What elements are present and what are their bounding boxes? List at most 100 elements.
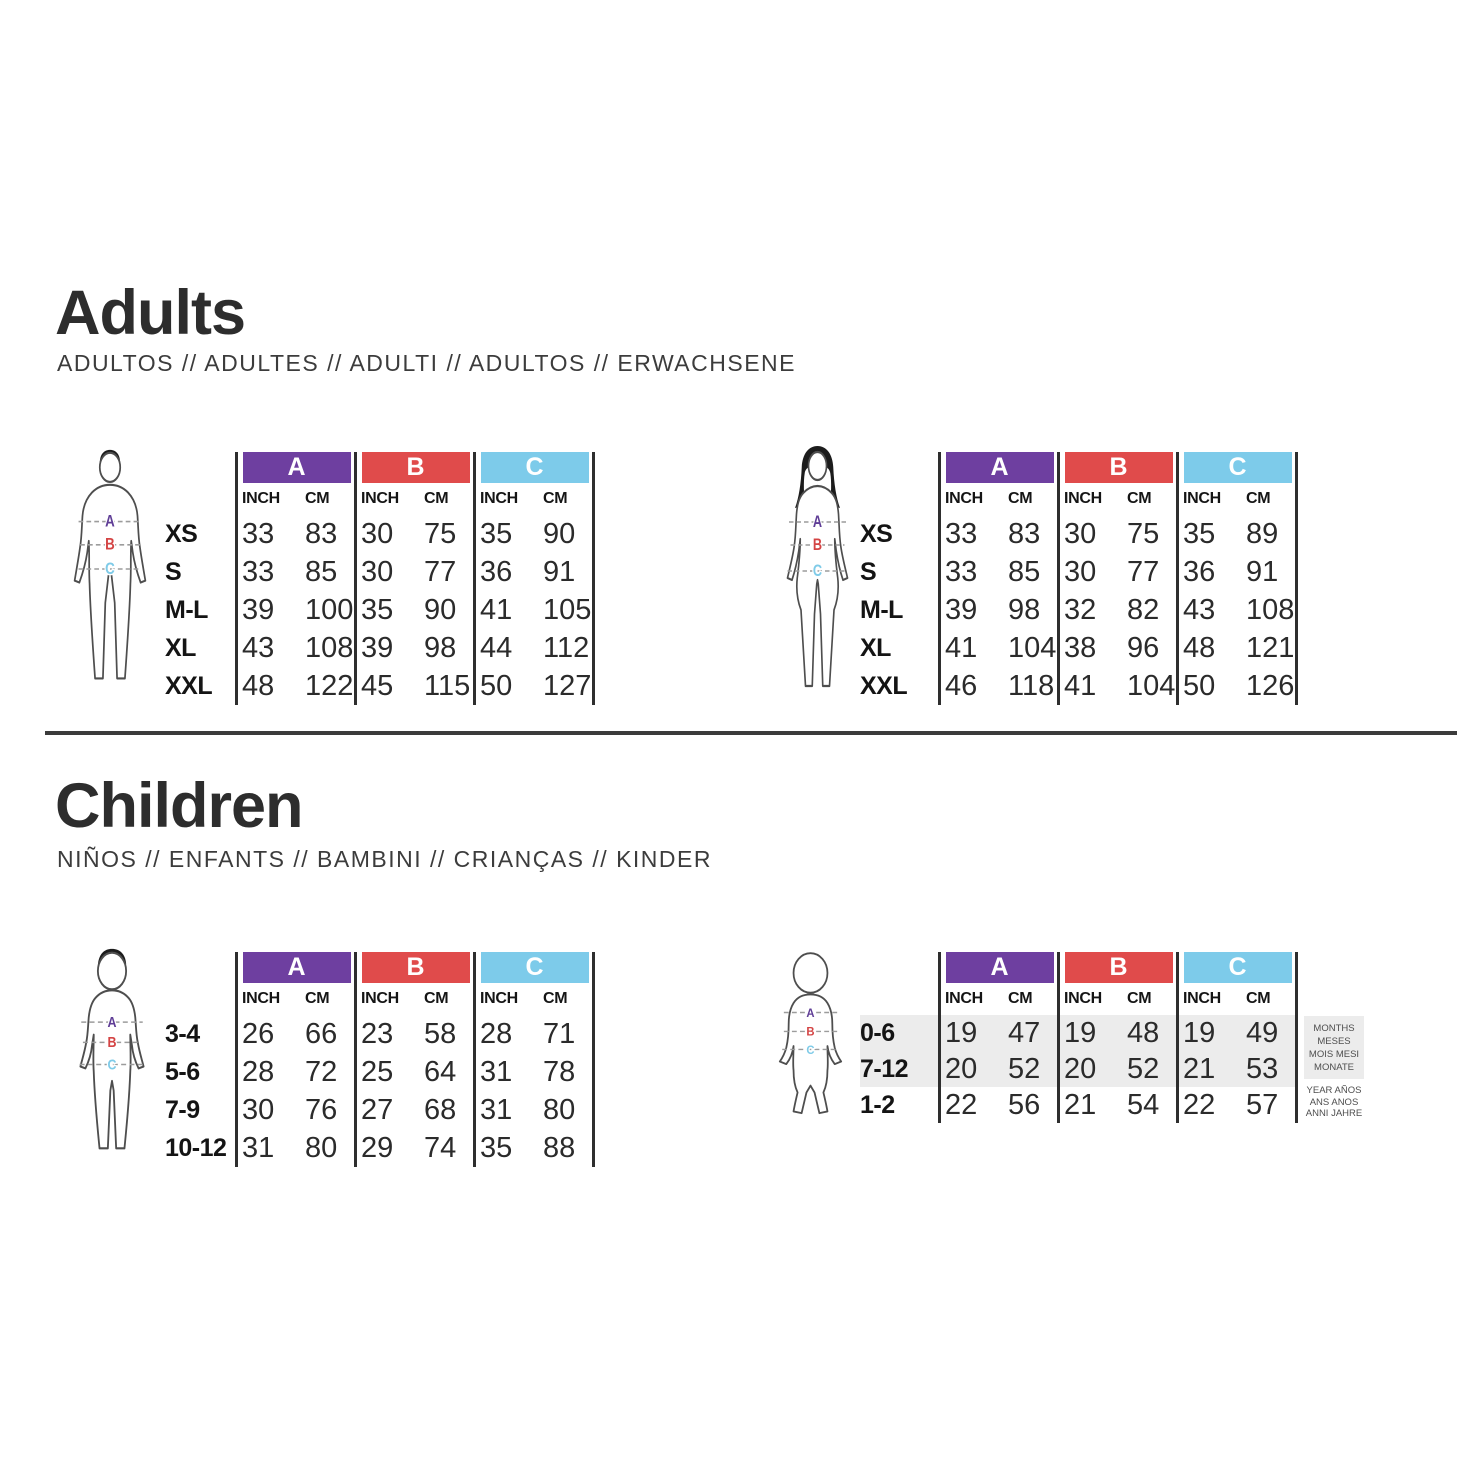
size-value-cell: 89 <box>1246 517 1279 550</box>
size-value-row: 30 75 <box>361 515 473 553</box>
size-value-cell: 80 <box>543 1093 576 1126</box>
size-row-label: 5-6 <box>165 1057 200 1086</box>
size-value-cell: 75 <box>424 517 457 550</box>
size-row-label: XXL <box>860 671 908 700</box>
cm-column-header: CM <box>1246 990 1271 1007</box>
size-row-label: XS <box>165 519 198 548</box>
marker-a-label: A <box>105 512 115 531</box>
size-value-cell: 36 <box>480 555 513 588</box>
inch-column-header: INCH <box>1064 990 1102 1007</box>
size-value-cell: 98 <box>424 631 457 664</box>
size-value-cell: 33 <box>242 517 275 550</box>
measure-c-group: C INCH CM 28 71 31 78 31 80 35 88 <box>473 952 592 1167</box>
size-value-cell: 54 <box>1127 1088 1160 1121</box>
size-value-cell: 28 <box>480 1017 513 1050</box>
size-value-cell: 88 <box>543 1131 576 1164</box>
size-value-cell: 41 <box>1064 669 1097 702</box>
adults-section-subtitle: ADULTOS // ADULTES // ADULTI // ADULTOS … <box>57 350 796 376</box>
size-value-cell: 121 <box>1246 631 1295 664</box>
size-value-cell: 20 <box>945 1052 978 1085</box>
size-value-row: 30 77 <box>1064 553 1176 591</box>
size-value-cell: 49 <box>1246 1016 1279 1049</box>
table-end-line <box>592 952 595 1167</box>
size-value-cell: 29 <box>361 1131 394 1164</box>
measure-a-header: A <box>946 952 1054 983</box>
marker-b-label: B <box>107 1034 116 1050</box>
size-value-cell: 43 <box>1183 593 1216 626</box>
size-value-row: 39 100 <box>242 591 354 629</box>
size-value-row: 32 82 <box>1064 591 1176 629</box>
female-figure: A B C <box>765 444 870 694</box>
inch-column-header: INCH <box>242 490 280 507</box>
cm-column-header: CM <box>1127 990 1152 1007</box>
size-value-row: 25 64 <box>361 1053 473 1091</box>
size-value-cell: 50 <box>480 669 513 702</box>
size-value-cell: 98 <box>1008 593 1041 626</box>
size-row-label: 10-12 <box>165 1133 227 1162</box>
size-value-row: 21 54 <box>1064 1087 1176 1123</box>
size-value-cell: 90 <box>543 517 576 550</box>
marker-b-label: B <box>813 535 822 554</box>
size-value-cell: 44 <box>480 631 513 664</box>
size-value-row: 46 118 <box>945 667 1057 705</box>
measure-a-header: A <box>243 452 351 483</box>
size-value-cell: 91 <box>543 555 576 588</box>
size-value-cell: 21 <box>1183 1052 1216 1085</box>
size-value-row: 43 108 <box>242 629 354 667</box>
size-value-cell: 38 <box>1064 631 1097 664</box>
size-value-cell: 30 <box>1064 555 1097 588</box>
size-value-cell: 115 <box>424 669 471 702</box>
size-label-column: 3-4 5-6 7-9 10-12 <box>165 952 235 1167</box>
size-value-cell: 19 <box>1183 1016 1216 1049</box>
size-value-cell: 57 <box>1246 1088 1279 1121</box>
marker-b-label: B <box>105 535 115 554</box>
measure-b-header: B <box>362 952 470 983</box>
size-label-column: 0-6 7-12 1-2 <box>860 952 938 1123</box>
measure-c-header: C <box>481 952 589 983</box>
size-value-cell: 22 <box>945 1088 978 1121</box>
size-value-cell: 112 <box>543 631 590 664</box>
size-value-cell: 80 <box>305 1131 338 1164</box>
size-value-cell: 78 <box>543 1055 576 1088</box>
marker-c-label: C <box>107 1056 116 1072</box>
size-value-row: 31 80 <box>480 1091 592 1129</box>
size-value-cell: 26 <box>242 1017 275 1050</box>
inch-column-header: INCH <box>480 990 518 1007</box>
cm-column-header: CM <box>1127 490 1152 507</box>
size-row-label: XXL <box>165 671 213 700</box>
table-end-line <box>1295 952 1298 1123</box>
size-label-column: XS S M-L XL XXL <box>165 452 235 705</box>
measure-c-header: C <box>1184 952 1292 983</box>
measure-a-group: A INCH CM 33 83 33 85 39 98 41 104 46 118 <box>938 452 1057 705</box>
size-value-cell: 39 <box>361 631 394 664</box>
size-value-cell: 72 <box>305 1055 338 1088</box>
size-value-cell: 108 <box>305 631 354 664</box>
size-value-row: 39 98 <box>361 629 473 667</box>
marker-a-label: A <box>806 1006 815 1019</box>
measure-b-header: B <box>362 452 470 483</box>
size-row-label: 7-12 <box>860 1054 909 1083</box>
size-value-row: 39 98 <box>945 591 1057 629</box>
baby-table: 0-6 7-12 1-2 A INCH CM 19 47 20 52 22 56 B INCH C… <box>860 952 1364 1123</box>
size-value-cell: 83 <box>305 517 338 550</box>
size-value-cell: 33 <box>242 555 275 588</box>
male-head <box>98 451 122 483</box>
cm-column-header: CM <box>543 490 568 507</box>
inch-column-header: INCH <box>1183 990 1221 1007</box>
inch-column-header: INCH <box>242 990 280 1007</box>
size-value-cell: 122 <box>305 669 354 702</box>
months-note: MONTHS MESES MOIS MESI MONATE <box>1304 1016 1364 1079</box>
size-value-row: 35 89 <box>1183 515 1295 553</box>
section-divider <box>45 731 1457 735</box>
size-value-cell: 127 <box>543 669 592 702</box>
size-value-cell: 77 <box>1127 555 1160 588</box>
marker-b-label: B <box>806 1025 814 1038</box>
marker-a-label: A <box>813 512 822 531</box>
size-value-row: 19 49 <box>1183 1015 1295 1051</box>
size-value-row: 23 58 <box>361 1015 473 1053</box>
size-value-cell: 31 <box>480 1093 513 1126</box>
measure-c-group: C INCH CM 35 90 36 91 41 105 44 112 50 127 <box>473 452 592 705</box>
size-row-label: XS <box>860 519 893 548</box>
size-value-cell: 31 <box>480 1055 513 1088</box>
size-value-cell: 39 <box>242 593 275 626</box>
